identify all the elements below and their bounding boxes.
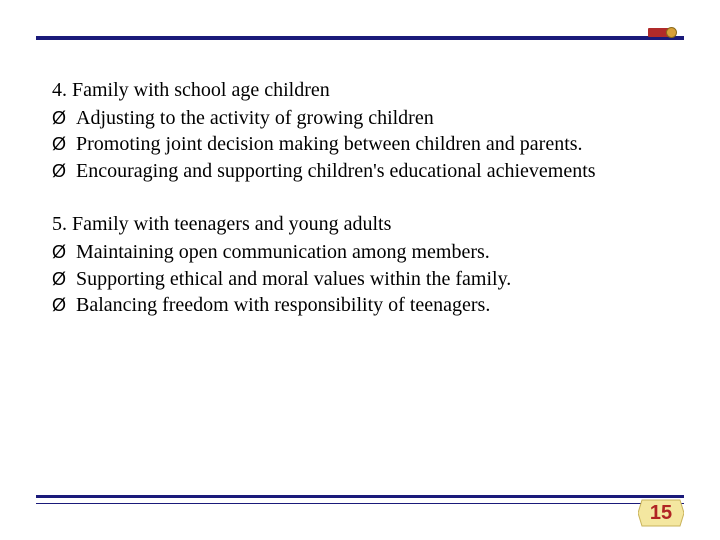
list-item: Ø Balancing freedom with responsibility o… [52,293,660,319]
list-item-text: Encouraging and supporting children's ed… [76,160,596,182]
list-item: Ø Supporting ethical and moral values wit… [52,267,660,293]
slide: 4. Family with school age children Ø Adju… [0,0,720,540]
bullet-icon: Ø [52,267,66,292]
top-rule [36,36,684,40]
slide-content: 4. Family with school age children Ø Adju… [52,78,660,347]
bullet-list: Ø Maintaining open communication among me… [52,240,660,319]
bullet-icon: Ø [52,293,66,318]
section-5: 5. Family with teenagers and young adult… [52,212,660,318]
list-item: Ø Adjusting to the activity of growing ch… [52,106,660,132]
list-item: Ø Maintaining open communication among me… [52,240,660,266]
bottom-rule-thin [36,503,684,504]
list-item-text: Maintaining open communication among mem… [76,241,490,263]
section-heading: 5. Family with teenagers and young adult… [52,212,660,238]
page-number-badge: 15 [638,498,684,528]
top-decoration [648,26,684,38]
list-item-text: Supporting ethical and moral values with… [76,268,511,290]
list-item-text: Balancing freedom with responsibility of… [76,294,490,316]
bullet-icon: Ø [52,159,66,184]
bullet-icon: Ø [52,106,66,131]
list-item: Ø Promoting joint decision making between… [52,132,660,158]
decor-dot [666,27,677,38]
list-item: Ø Encouraging and supporting children's e… [52,159,660,185]
list-item-text: Adjusting to the activity of growing chi… [76,107,434,129]
bullet-icon: Ø [52,240,66,265]
list-item-text: Promoting joint decision making between … [76,133,583,155]
bottom-rule-thick [36,495,684,498]
section-4: 4. Family with school age children Ø Adju… [52,78,660,184]
section-heading: 4. Family with school age children [52,78,660,104]
bullet-list: Ø Adjusting to the activity of growing ch… [52,106,660,185]
bullet-icon: Ø [52,132,66,157]
page-number: 15 [650,502,672,525]
